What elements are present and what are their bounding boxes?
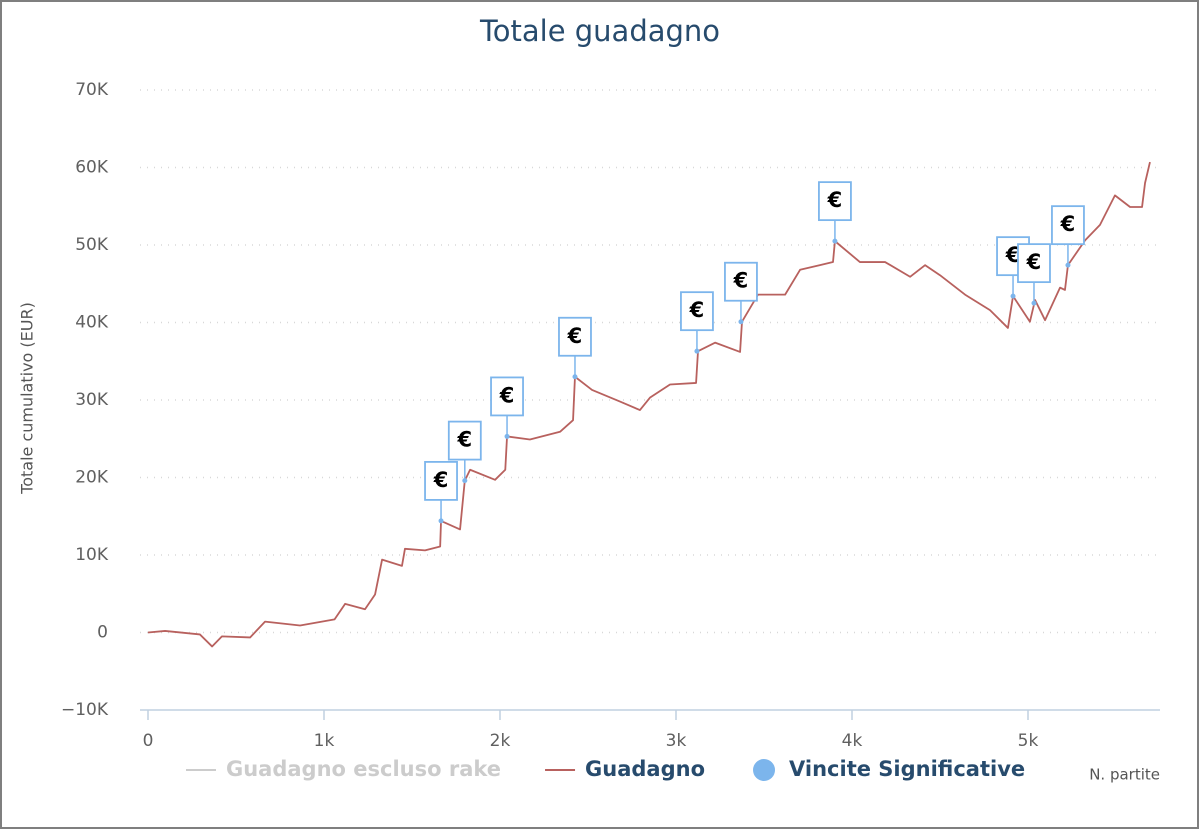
flag: € [818,181,852,242]
y-tick-label: 40K [75,313,109,333]
y-tick-label: 70K [75,80,109,100]
point [694,348,700,354]
flag-label: € [433,468,449,492]
y-tick-label: −10K [61,700,109,720]
flag-label: € [456,428,472,452]
legend-label: Guadagno [585,757,705,781]
flag-box [1017,243,1051,284]
flag-label: € [1026,250,1042,274]
x-tick-label: 4k [842,731,863,751]
flag-label: € [733,269,749,293]
x-tick-label: 3k [666,731,687,751]
flag-box [558,316,592,357]
x-tick-label: 2k [490,731,511,751]
x-tick-label: 1k [314,731,335,751]
point [438,518,444,524]
flag-label: € [567,324,583,348]
legend-label: Guadagno escluso rake [226,757,501,781]
flag-box [490,376,524,417]
flag-box [680,291,714,332]
point [832,238,838,244]
flag-label: € [1005,243,1021,267]
y-tick-label: 20K [75,468,109,488]
flag: € [1017,243,1051,304]
flag-label: € [1060,212,1076,236]
x-tick-label: 0 [143,731,154,751]
flag: € [424,460,458,521]
legend-label: Vincite Significative [789,757,1025,781]
y-tick-label: 60K [75,158,109,178]
flag: € [490,376,524,437]
flag-box [424,460,458,501]
point [1010,293,1016,299]
flag: € [680,291,714,352]
flag-label: € [499,383,515,407]
chart-title: Totale guadagno [479,14,720,48]
flag-label: € [827,188,843,212]
point [738,319,744,325]
y-tick-label: 50K [75,235,109,255]
flag: € [724,261,758,322]
x-axis-title: N. partite [1089,766,1160,784]
flag-box [447,420,482,461]
legend-symbol [753,759,776,781]
point [1065,262,1071,268]
flag-label: € [689,298,705,322]
point [462,478,468,484]
y-tick-label: 30K [75,390,109,410]
flag: € [1051,205,1085,266]
point [572,374,578,380]
x-tick-label: 5k [1018,731,1039,751]
y-axis-title: Totale cumulativo (EUR) [18,302,37,495]
point [1031,300,1037,306]
y-tick-label: 10K [75,545,109,565]
y-tick-label: 0 [97,623,108,643]
flag: € [558,316,592,377]
flag-box [1051,205,1085,246]
line [147,161,1151,648]
point [504,433,510,439]
flag-box [818,181,852,222]
flag: € [447,420,482,481]
flag-box [724,261,758,302]
